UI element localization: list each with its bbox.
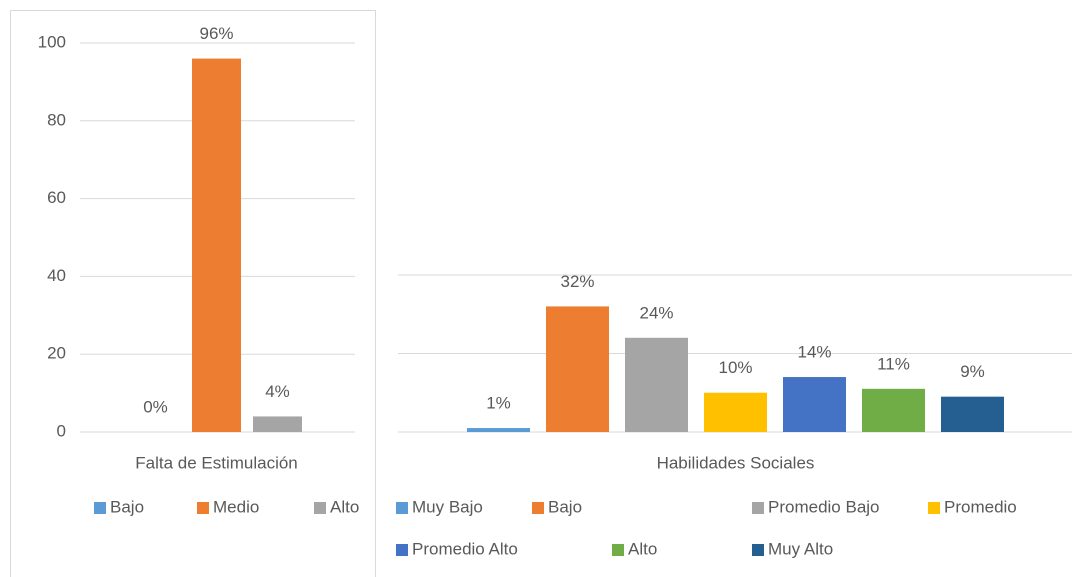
legend-label: Promedio bbox=[944, 497, 1017, 516]
bar bbox=[704, 392, 767, 432]
legend-swatch bbox=[752, 502, 764, 514]
bar bbox=[253, 416, 302, 432]
legend-label: Muy Bajo bbox=[412, 497, 483, 516]
data-label: 9% bbox=[960, 362, 985, 381]
legend-swatch bbox=[752, 544, 764, 556]
data-label: 14% bbox=[797, 343, 831, 362]
y-tick-label: 100 bbox=[38, 32, 66, 51]
data-label: 32% bbox=[560, 272, 594, 291]
data-label: 24% bbox=[639, 303, 673, 322]
legend-swatch bbox=[396, 544, 408, 556]
chart-frame bbox=[10, 10, 376, 577]
y-tick-label: 0 bbox=[57, 421, 66, 440]
bar bbox=[625, 337, 688, 432]
data-label: 1% bbox=[486, 394, 511, 413]
legend-label: Medio bbox=[213, 497, 259, 516]
data-label: 0% bbox=[143, 397, 168, 416]
bar bbox=[941, 396, 1004, 432]
x-tick-label: Falta de Estimulación bbox=[135, 453, 298, 472]
x-tick-label: Habilidades Sociales bbox=[657, 453, 815, 472]
legend-swatch bbox=[928, 502, 940, 514]
legend-swatch bbox=[612, 544, 624, 556]
legend-swatch bbox=[532, 502, 544, 514]
y-tick-label: 20 bbox=[47, 344, 66, 363]
legend-label: Alto bbox=[330, 497, 359, 516]
legend-label: Muy Alto bbox=[768, 539, 833, 558]
bar bbox=[783, 377, 846, 432]
legend-swatch bbox=[197, 502, 209, 514]
legend-label: Bajo bbox=[110, 497, 144, 516]
legend-swatch bbox=[396, 502, 408, 514]
y-tick-label: 40 bbox=[47, 266, 66, 285]
y-tick-label: 80 bbox=[47, 110, 66, 129]
legend-label: Promedio Bajo bbox=[768, 497, 880, 516]
legend-label: Promedio Alto bbox=[412, 539, 518, 558]
y-tick-label: 60 bbox=[47, 188, 66, 207]
bar bbox=[862, 388, 925, 432]
legend-label: Bajo bbox=[548, 497, 582, 516]
data-label: 96% bbox=[199, 24, 233, 43]
legend-swatch bbox=[94, 502, 106, 514]
bar bbox=[546, 306, 609, 432]
data-label: 4% bbox=[265, 382, 290, 401]
data-label: 11% bbox=[877, 354, 910, 373]
data-label: 10% bbox=[718, 358, 752, 377]
bar bbox=[192, 58, 241, 433]
legend-label: Alto bbox=[628, 539, 657, 558]
bar bbox=[467, 428, 530, 432]
legend-swatch bbox=[314, 502, 326, 514]
